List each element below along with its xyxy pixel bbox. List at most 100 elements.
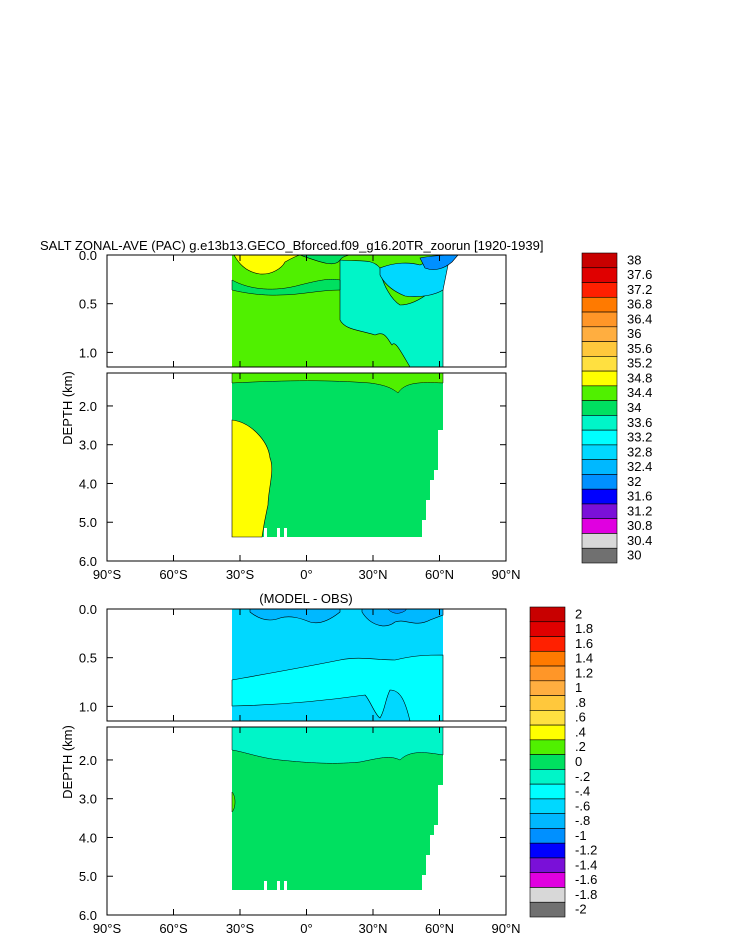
colorbar-swatch	[581, 267, 618, 283]
subtropical-max	[233, 254, 301, 275]
x-tick-label: 90°N	[491, 567, 520, 582]
colorbar-swatch	[581, 415, 618, 431]
colorbar-swatch	[581, 326, 618, 342]
colorbar-label: 33.2	[627, 430, 652, 445]
y-tick-label: 1.0	[79, 345, 97, 360]
y-tick-label: 4.0	[79, 830, 97, 845]
difference-chart: (MODEL - OBS) DEPTH (km) 0.0 0.5 1.0 2.0 3.…	[60, 591, 597, 936]
colorbar-swatch	[581, 311, 618, 328]
colorbar-label: 1.4	[575, 651, 593, 666]
x-tick-label: 30°S	[226, 921, 255, 936]
colorbar-label: 1.2	[575, 665, 593, 680]
colorbar-swatch	[529, 680, 566, 696]
bottom-notch	[284, 528, 287, 537]
chart-title: SALT ZONAL-AVE (PAC) g.e13b13.GECO_Bforc…	[40, 238, 543, 253]
lower-panel	[106, 726, 507, 916]
colorbar-swatch	[529, 857, 566, 874]
colorbar-swatch	[581, 385, 618, 401]
salinity-chart: SALT ZONAL-AVE (PAC) g.e13b13.GECO_Bforc…	[40, 238, 652, 582]
deep-south-salty	[231, 419, 273, 538]
colorbar-label: .4	[575, 724, 586, 739]
y-tick-label: 0.5	[79, 651, 97, 666]
colorbar-swatch	[529, 783, 566, 800]
colorbar-swatch	[581, 518, 618, 534]
field-base-lower	[232, 373, 443, 537]
colorbar-label: 35.6	[627, 341, 652, 356]
colorbar-swatch	[581, 400, 618, 416]
chart-title: (MODEL - OBS)	[259, 591, 352, 606]
north-freshest	[419, 254, 459, 270]
colorbar-label: 34.4	[627, 385, 652, 400]
y-ticks-lower: 2.0 3.0 4.0 5.0 6.0	[79, 753, 506, 923]
colorbar-label: 38	[627, 252, 641, 267]
patch-deep-blue	[387, 608, 407, 614]
y-tick-label: 3.0	[79, 438, 97, 453]
x-ticks: 90°S 60°S 30°S 0° 30°N 60°N 90°N	[93, 609, 521, 936]
bottom-notch	[277, 881, 280, 890]
colorbar-label: 30.8	[627, 518, 652, 533]
colorbar-swatch	[529, 887, 566, 903]
x-tick-label: 30°N	[358, 567, 387, 582]
colorbar-label: 36.8	[627, 297, 652, 312]
colorbar-swatch	[581, 429, 618, 446]
colorbar-swatch	[581, 444, 618, 460]
x-tick-label: 60°S	[159, 567, 188, 582]
bottom-notch	[277, 528, 280, 537]
y-tick-label: 0.0	[79, 248, 97, 263]
y-axis-label: DEPTH (km)	[60, 371, 75, 445]
colorbar-swatch	[581, 341, 618, 357]
colorbar-swatch	[529, 901, 566, 918]
colorbar-swatch	[529, 769, 566, 785]
x-tick-label: 0°	[300, 567, 312, 582]
y-tick-label: 0.5	[79, 297, 97, 312]
colorbar-swatch	[529, 798, 566, 814]
colorbar-label: 30.4	[627, 533, 652, 548]
colorbar-label: .8	[575, 695, 586, 710]
colorbar-label: 32.4	[627, 459, 652, 474]
colorbar-label: 31.6	[627, 489, 652, 504]
x-tick-label: 90°S	[93, 921, 122, 936]
x-tick-label: 60°N	[425, 921, 454, 936]
upper-strong-fresh	[249, 608, 341, 624]
thermocline-band	[231, 654, 444, 722]
colorbar-swatch	[581, 533, 618, 549]
upper-strong-fresh-2	[361, 608, 444, 627]
field-base-lower	[232, 727, 443, 890]
colorbar-label: -.6	[575, 798, 590, 813]
colorbar-label: 36	[627, 326, 641, 341]
colorbar-label: 35.2	[627, 356, 652, 371]
upper-panel	[106, 254, 507, 368]
x-ticks: 90°S 60°S 30°S 0° 30°N 60°N 90°N	[93, 255, 521, 582]
colorbar: 3837.637.236.836.43635.635.234.834.43433…	[581, 252, 652, 564]
colorbar-label: -1.4	[575, 857, 597, 872]
y-tick-label: 4.0	[79, 476, 97, 491]
deep-upper-band	[231, 372, 444, 394]
equatorial-fresh	[299, 254, 351, 265]
colorbar-swatch	[529, 636, 566, 652]
colorbar-swatch	[529, 842, 566, 859]
colorbar-label: -.8	[575, 813, 590, 828]
colorbar-swatch	[581, 356, 618, 372]
colorbar-label: 36.4	[627, 311, 652, 326]
colorbar-label: 34.8	[627, 370, 652, 385]
colorbar-swatch	[529, 606, 566, 623]
colorbar-swatch	[529, 650, 566, 667]
colorbar-swatch	[581, 503, 618, 520]
colorbar-swatch	[581, 488, 618, 505]
x-tick-label: 30°S	[226, 567, 255, 582]
colorbar: 21.81.61.41.21.8.6.4.20-.2-.4-.6-.8-1-1.…	[529, 606, 597, 918]
y-ticks-lower: 2.0 3.0 4.0 5.0 6.0	[79, 399, 506, 569]
colorbar-label: -.2	[575, 769, 590, 784]
colorbar-swatch	[529, 710, 566, 726]
colorbar-swatch	[581, 459, 618, 475]
colorbar-label: -1.6	[575, 872, 597, 887]
colorbar-label: 37.6	[627, 267, 652, 282]
colorbar-swatch	[529, 724, 566, 741]
y-tick-label: 6.0	[79, 908, 97, 923]
colorbar-label: 33.6	[627, 415, 652, 430]
colorbar-label: 31.2	[627, 503, 652, 518]
colorbar-swatch	[529, 754, 566, 770]
colorbar-swatch	[529, 828, 566, 844]
colorbar-label: 1	[575, 680, 582, 695]
